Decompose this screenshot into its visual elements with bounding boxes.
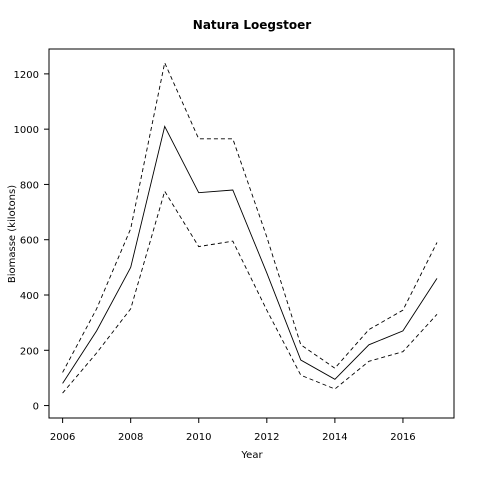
x-tick-label-2014: 2014 <box>322 432 347 443</box>
y-tick-label-200: 200 <box>20 346 39 357</box>
x-tick-label-2010: 2010 <box>186 432 211 443</box>
chart-title: Natura Loegstoer <box>193 18 311 32</box>
series-line-upper <box>62 61 438 373</box>
y-tick-label-1000: 1000 <box>14 125 39 136</box>
x-tick-label-2012: 2012 <box>254 432 279 443</box>
plot-frame <box>48 48 455 419</box>
x-tick-label-2006: 2006 <box>50 432 75 443</box>
y-axis-title: Biomasse (kilotons) <box>7 185 18 283</box>
y-tick-label-0: 0 <box>33 402 39 413</box>
x-axis-title: Year <box>240 450 263 461</box>
x-axis: 2006 2008 2010 2012 2014 2016 <box>50 418 416 443</box>
y-tick-label-800: 800 <box>20 180 39 191</box>
y-tick-label-600: 600 <box>20 236 39 247</box>
series-line-lower <box>62 190 438 394</box>
y-axis: 0 200 400 600 800 1000 1200 <box>14 70 49 413</box>
series-line-estimate <box>62 125 438 384</box>
series-layer <box>62 61 438 394</box>
x-tick-label-2008: 2008 <box>118 432 143 443</box>
y-tick-label-1200: 1200 <box>14 70 39 81</box>
x-tick-label-2016: 2016 <box>390 432 415 443</box>
y-tick-label-400: 400 <box>20 291 39 302</box>
